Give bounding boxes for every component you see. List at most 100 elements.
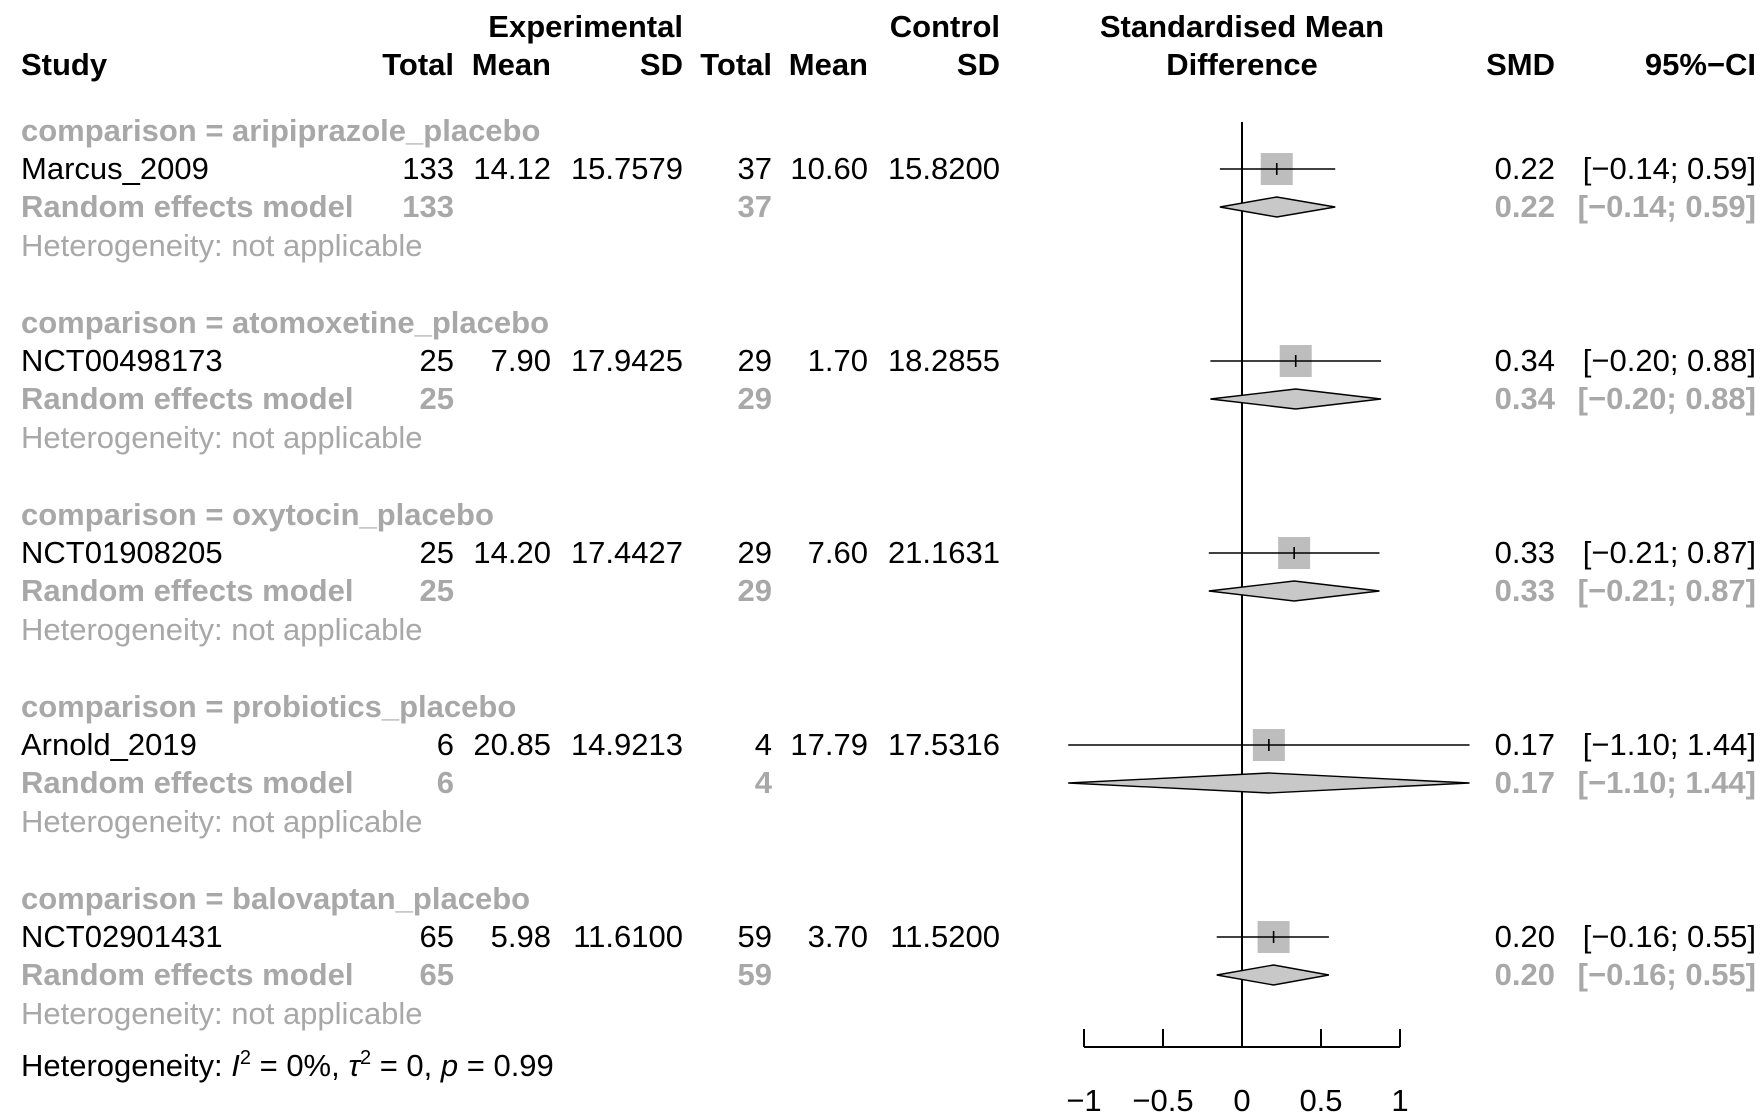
ci-value: [−0.16; 0.55] bbox=[1583, 919, 1756, 954]
x-axis-tick-label: 1 bbox=[1391, 1083, 1408, 1117]
random-exp-total: 65 bbox=[420, 957, 454, 992]
subgroup: comparison = aripiprazole_placeboMarcus_… bbox=[21, 113, 1756, 263]
header-study: Study bbox=[21, 47, 108, 82]
exp-sd: 17.9425 bbox=[571, 343, 683, 378]
ctrl-sd: 21.1631 bbox=[888, 535, 1000, 570]
heterogeneity-note: Heterogeneity: not applicable bbox=[21, 804, 423, 839]
ctrl-total: 29 bbox=[738, 535, 772, 570]
subgroup: comparison = oxytocin_placeboNCT01908205… bbox=[21, 497, 1756, 647]
ctrl-sd: 17.5316 bbox=[888, 727, 1000, 762]
random-ctrl-total: 29 bbox=[738, 573, 772, 608]
random-exp-total: 133 bbox=[402, 189, 454, 224]
exp-sd: 15.7579 bbox=[571, 151, 683, 186]
random-ci-value: [−0.16; 0.55] bbox=[1578, 957, 1756, 992]
ctrl-sd: 11.5200 bbox=[890, 919, 1000, 954]
random-smd-value: 0.17 bbox=[1495, 765, 1555, 800]
overall-het-tau-sup: 2 bbox=[360, 1047, 371, 1069]
smd-value: 0.33 bbox=[1495, 535, 1555, 570]
random-ctrl-total: 37 bbox=[738, 189, 772, 224]
ctrl-mean: 1.70 bbox=[808, 343, 868, 378]
exp-mean: 7.90 bbox=[491, 343, 551, 378]
exp-total: 6 bbox=[437, 727, 454, 762]
header-ctrl-mean: Mean bbox=[789, 47, 868, 82]
exp-mean: 20.85 bbox=[473, 727, 551, 762]
overall-het-i2-value: = 0%, bbox=[251, 1048, 348, 1083]
study-name: NCT00498173 bbox=[21, 343, 223, 378]
random-ctrl-total: 59 bbox=[738, 957, 772, 992]
random-smd-value: 0.20 bbox=[1495, 957, 1555, 992]
header-ctrl-total: Total bbox=[700, 47, 772, 82]
subgroup-label: comparison = atomoxetine_placebo bbox=[21, 305, 549, 340]
ci-value: [−0.14; 0.59] bbox=[1583, 151, 1756, 186]
subgroup-label: comparison = balovaptan_placebo bbox=[21, 881, 530, 916]
header-plot-title-1: Standardised Mean bbox=[1100, 9, 1384, 44]
overall-het-p-value: = 0.99 bbox=[458, 1048, 554, 1083]
heterogeneity-note: Heterogeneity: not applicable bbox=[21, 420, 423, 455]
exp-sd: 14.9213 bbox=[571, 727, 683, 762]
exp-total: 133 bbox=[402, 151, 454, 186]
heterogeneity-note: Heterogeneity: not applicable bbox=[21, 612, 423, 647]
subgroup: comparison = balovaptan_placeboNCT029014… bbox=[21, 881, 1756, 1031]
exp-mean: 5.98 bbox=[491, 919, 551, 954]
exp-mean: 14.12 bbox=[473, 151, 551, 186]
random-ci-value: [−1.10; 1.44] bbox=[1578, 765, 1756, 800]
ctrl-total: 59 bbox=[738, 919, 772, 954]
ctrl-sd: 18.2855 bbox=[888, 343, 1000, 378]
ci-value: [−1.10; 1.44] bbox=[1583, 727, 1756, 762]
subgroup-label: comparison = probiotics_placebo bbox=[21, 689, 516, 724]
random-exp-total: 25 bbox=[420, 573, 454, 608]
smd-value: 0.20 bbox=[1495, 919, 1555, 954]
random-effects-label: Random effects model bbox=[21, 573, 353, 608]
heterogeneity-note: Heterogeneity: not applicable bbox=[21, 996, 423, 1031]
exp-total: 25 bbox=[420, 535, 454, 570]
random-effects-label: Random effects model bbox=[21, 765, 353, 800]
subgroup: comparison = atomoxetine_placeboNCT00498… bbox=[21, 305, 1756, 455]
ctrl-mean: 10.60 bbox=[790, 151, 868, 186]
exp-total: 25 bbox=[420, 343, 454, 378]
random-ci-value: [−0.20; 0.88] bbox=[1578, 381, 1756, 416]
random-effects-label: Random effects model bbox=[21, 957, 353, 992]
ctrl-mean: 3.70 bbox=[808, 919, 868, 954]
overall-het-p-symbol: p bbox=[440, 1048, 458, 1083]
subgroup: comparison = probiotics_placeboArnold_20… bbox=[21, 689, 1756, 839]
random-ctrl-total: 29 bbox=[738, 381, 772, 416]
x-axis-tick-label: −1 bbox=[1066, 1083, 1101, 1117]
ctrl-total: 4 bbox=[755, 727, 772, 762]
random-effects-diamond bbox=[1216, 964, 1330, 986]
overall-het-i2-sup: 2 bbox=[240, 1047, 251, 1069]
exp-sd: 17.4427 bbox=[571, 535, 683, 570]
random-effects-diamond bbox=[1208, 580, 1380, 602]
ctrl-total: 29 bbox=[738, 343, 772, 378]
exp-sd: 11.6100 bbox=[573, 919, 683, 954]
header-experimental: Experimental bbox=[488, 9, 683, 44]
ci-value: [−0.20; 0.88] bbox=[1583, 343, 1756, 378]
heterogeneity-note: Heterogeneity: not applicable bbox=[21, 228, 423, 263]
exp-mean: 14.20 bbox=[473, 535, 551, 570]
header-ctrl-sd: SD bbox=[957, 47, 1000, 82]
study-name: NCT02901431 bbox=[21, 919, 223, 954]
x-axis-tick-label: 0 bbox=[1233, 1083, 1250, 1117]
header-control: Control bbox=[890, 9, 1000, 44]
column-headers: Experimental Control Standardised Mean S… bbox=[21, 9, 1756, 82]
x-axis-tick-label: −0.5 bbox=[1132, 1083, 1193, 1117]
study-name: Arnold_2019 bbox=[21, 727, 197, 762]
overall-het-tau-value: = 0, bbox=[371, 1048, 441, 1083]
random-smd-value: 0.22 bbox=[1495, 189, 1555, 224]
ctrl-total: 37 bbox=[738, 151, 772, 186]
header-exp-total: Total bbox=[382, 47, 454, 82]
ci-value: [−0.21; 0.87] bbox=[1583, 535, 1756, 570]
random-effects-label: Random effects model bbox=[21, 189, 353, 224]
smd-value: 0.22 bbox=[1495, 151, 1555, 186]
random-effects-diamond bbox=[1219, 196, 1336, 218]
subgroup-label: comparison = aripiprazole_placebo bbox=[21, 113, 540, 148]
smd-value: 0.34 bbox=[1495, 343, 1555, 378]
header-smd: SMD bbox=[1486, 47, 1555, 82]
overall-het-prefix: Heterogeneity: bbox=[21, 1048, 231, 1083]
random-ctrl-total: 4 bbox=[755, 765, 773, 800]
random-exp-total: 6 bbox=[437, 765, 454, 800]
random-effects-diamond bbox=[1068, 772, 1470, 794]
overall-het-i2-symbol: I bbox=[231, 1048, 240, 1083]
random-effects-label: Random effects model bbox=[21, 381, 353, 416]
subgroup-label: comparison = oxytocin_placebo bbox=[21, 497, 494, 532]
